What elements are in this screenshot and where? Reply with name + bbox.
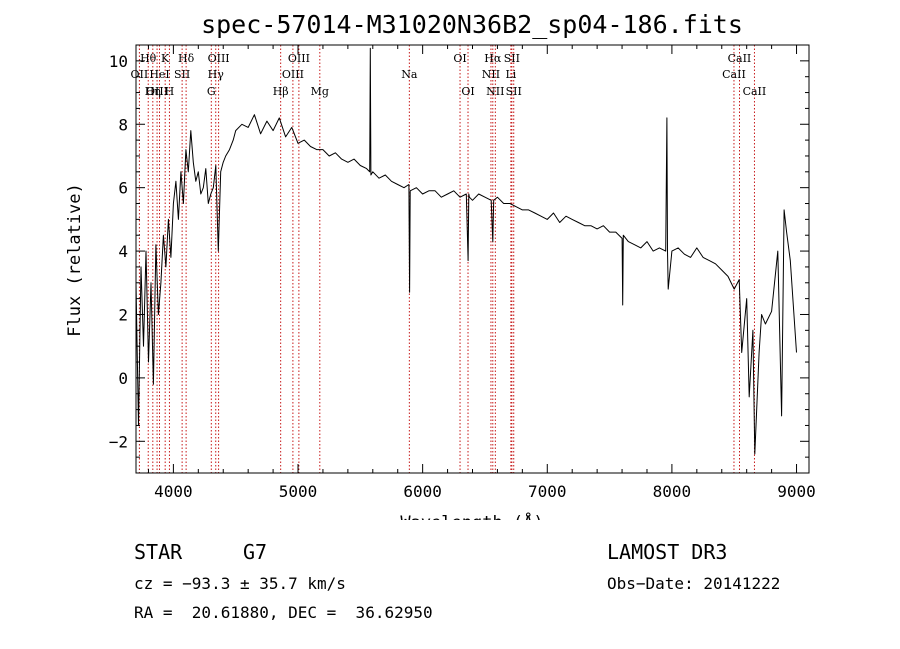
line-label: Hδ [178, 52, 195, 65]
y-tick-label: 8 [118, 115, 128, 134]
y-axis-ticks: −2 0 2 4 6 8 10 [109, 44, 809, 458]
y-tick-label: 6 [118, 179, 128, 198]
line-label: OIII [288, 52, 310, 65]
x-tick-label: 7000 [528, 482, 567, 501]
object-subclass: G7 [243, 540, 268, 564]
line-label: Hθ [140, 52, 157, 65]
x-axis-label: Wavelength (Å) [400, 511, 543, 520]
line-label: OII [131, 68, 149, 81]
x-tick-label: 8000 [653, 482, 692, 501]
line-label: NII [482, 68, 500, 81]
line-label: Hγ [208, 68, 225, 81]
y-tick-label: 0 [118, 369, 128, 388]
survey-name: LAMOST DR3 [607, 540, 728, 564]
line-label: Na [401, 68, 418, 81]
line-label: CaII [722, 68, 746, 81]
observation-date: Obs−Date: 20141222 [607, 574, 781, 593]
line-label: CaII [728, 52, 752, 65]
spectrum-chart: spec-57014-M31020N36B2_sp04-186.fits 400… [65, 10, 816, 520]
line-label: Li [505, 68, 516, 81]
line-label: HeI [149, 68, 169, 81]
marker-lines [138, 45, 755, 473]
line-label: K [161, 52, 170, 65]
line-label: SII [506, 85, 522, 98]
line-label: Hβ [273, 85, 289, 98]
x-tick-label: 5000 [279, 482, 318, 501]
line-label: CaII [743, 85, 767, 98]
plot-frame [135, 44, 810, 474]
line-label: SII [174, 68, 190, 81]
line-label: Mg [311, 85, 329, 98]
x-axis-ticks: 4000 5000 6000 7000 8000 9000 [147, 45, 816, 501]
line-label: OI [453, 52, 466, 65]
x-tick-label: 9000 [777, 482, 816, 501]
y-tick-label: 4 [118, 242, 128, 261]
line-label: OI [461, 85, 474, 98]
series-layer [135, 47, 797, 455]
line-label: Hη [145, 85, 161, 98]
line-label: OIII [208, 52, 230, 65]
line-label: OIII [282, 68, 304, 81]
line-label: Hα [484, 52, 502, 65]
series-line [135, 47, 797, 455]
y-tick-label: −2 [109, 432, 128, 451]
object-class: STAR [134, 540, 183, 564]
chart-title: spec-57014-M31020N36B2_sp04-186.fits [201, 10, 743, 39]
line-label: NII [486, 85, 504, 98]
line-labels: Hθ OII OIII K HeI Hη SII H Hδ OIII Hγ G Hβ OIII OIII Mg… [131, 52, 767, 98]
line-label: SII [504, 52, 520, 65]
y-tick-label: 10 [109, 52, 128, 71]
y-axis-label: Flux (relative) [65, 183, 85, 337]
x-tick-label: 6000 [403, 482, 442, 501]
redshift-velocity: cz = −93.3 ± 35.7 km/s [134, 574, 346, 593]
y-tick-label: 2 [118, 305, 128, 324]
line-label: H [165, 85, 175, 98]
coordinates: RA = 20.61880, DEC = 36.62950 [134, 603, 433, 622]
line-label: G [207, 85, 216, 98]
x-tick-label: 4000 [154, 482, 193, 501]
line-label: OIII [146, 85, 168, 98]
